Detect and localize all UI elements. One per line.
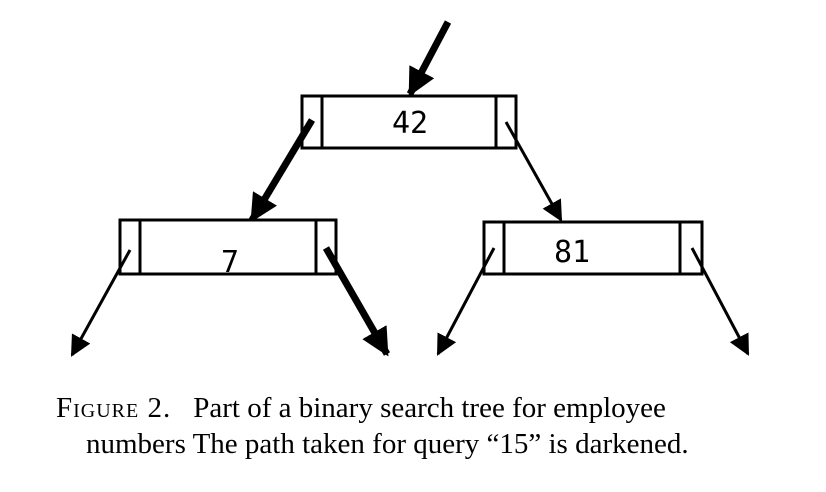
root-node: 42 bbox=[300, 94, 518, 150]
root-node-label: 42 bbox=[392, 106, 428, 141]
right-node-label: 81 bbox=[554, 235, 590, 270]
caption-text-1: Part of a binary search tree for employe… bbox=[193, 392, 666, 424]
left-node-right-pointer bbox=[322, 246, 391, 357]
root-right-pointer bbox=[504, 121, 563, 222]
left-node: 7 bbox=[118, 218, 338, 280]
caption-text-2: numbers The path taken for query “15” is… bbox=[86, 428, 689, 460]
binary-search-tree-diagram: 42 7 81 bbox=[70, 20, 750, 357]
left-node-label: 7 bbox=[221, 245, 239, 280]
right-node: 81 bbox=[482, 220, 704, 276]
figure-label: Figure 2. bbox=[56, 392, 172, 424]
root-left-pointer bbox=[248, 118, 316, 223]
right-node-right-pointer bbox=[690, 247, 750, 356]
caption-line-2: numbers The path taken for query “15” is… bbox=[86, 426, 689, 462]
incoming-arrow bbox=[406, 20, 452, 97]
caption-line-1: Figure 2. Part of a binary search tree fo… bbox=[56, 390, 666, 426]
right-node-left-pointer bbox=[436, 247, 496, 356]
left-node-left-pointer bbox=[70, 249, 132, 357]
